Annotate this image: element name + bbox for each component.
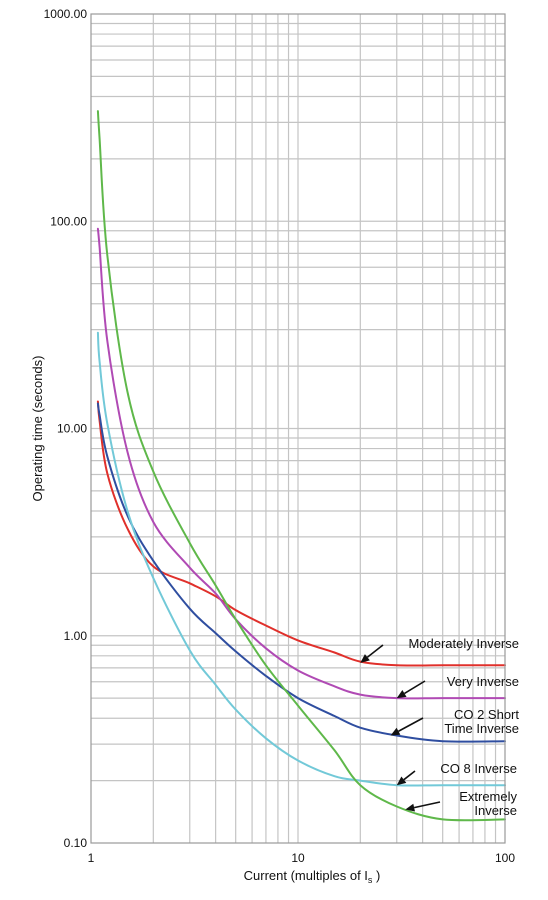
annotation-label: Moderately Inverse xyxy=(408,636,519,651)
curve-very-inverse xyxy=(96,227,506,700)
curve-co-8-inverse xyxy=(96,331,506,787)
annotation-arrow-shaft xyxy=(413,801,441,809)
annotation-arrowhead xyxy=(396,776,407,786)
annotation-arrowhead xyxy=(360,654,370,663)
annotation-arrowhead xyxy=(405,803,415,812)
curves xyxy=(96,110,506,822)
annotation-arrowhead xyxy=(390,727,401,736)
annotation-label: Very Inverse xyxy=(447,674,519,689)
annotation-very-inverse: Very Inverse xyxy=(396,674,519,699)
annotation-arrow-shaft xyxy=(398,717,424,732)
annotation-label: CO 8 Inverse xyxy=(440,761,517,776)
annotation-moderately-inverse: Moderately Inverse xyxy=(360,636,519,663)
annotation-co-8-inverse: CO 8 Inverse xyxy=(396,761,517,786)
y-tick-label: 10.00 xyxy=(57,422,87,436)
x-tick-label: 10 xyxy=(291,851,305,865)
annotation-arrowhead xyxy=(396,690,407,699)
annotation-arrow-shaft xyxy=(404,680,426,695)
annotation-label: Time Inverse xyxy=(444,721,519,736)
y-tick-label: 100.00 xyxy=(50,214,87,228)
annotation-arrow-shaft xyxy=(366,644,384,658)
grid-lines xyxy=(91,14,505,843)
curve-moderately-inverse xyxy=(96,400,506,667)
annotation-arrow-shaft xyxy=(403,770,416,781)
annotation-label: Extremely xyxy=(459,789,517,804)
y-tick-label: 1000.00 xyxy=(44,7,88,21)
x-tick-label: 1 xyxy=(88,851,95,865)
curve-co-2-short-time-inverse xyxy=(96,402,506,743)
curve-extremely-inverse xyxy=(96,110,506,822)
annotation-label: Inverse xyxy=(474,803,517,818)
plot-area-frame xyxy=(90,13,506,844)
y-tick-label: 1.00 xyxy=(64,629,88,643)
y-axis-label: Operating time (seconds) xyxy=(30,356,45,502)
tick-labels: 1 10 100 0.10 1.00 10.00 100.00 1000.00 xyxy=(44,7,516,865)
curve-annotations: Moderately Inverse Very Inverse CO 2 Short… xyxy=(360,636,519,818)
x-tick-label: 100 xyxy=(495,851,515,865)
x-axis-label: Current (multiples of Is ) xyxy=(244,868,381,885)
y-tick-label: 0.10 xyxy=(64,836,88,850)
annotation-label: CO 2 Short xyxy=(454,707,519,722)
